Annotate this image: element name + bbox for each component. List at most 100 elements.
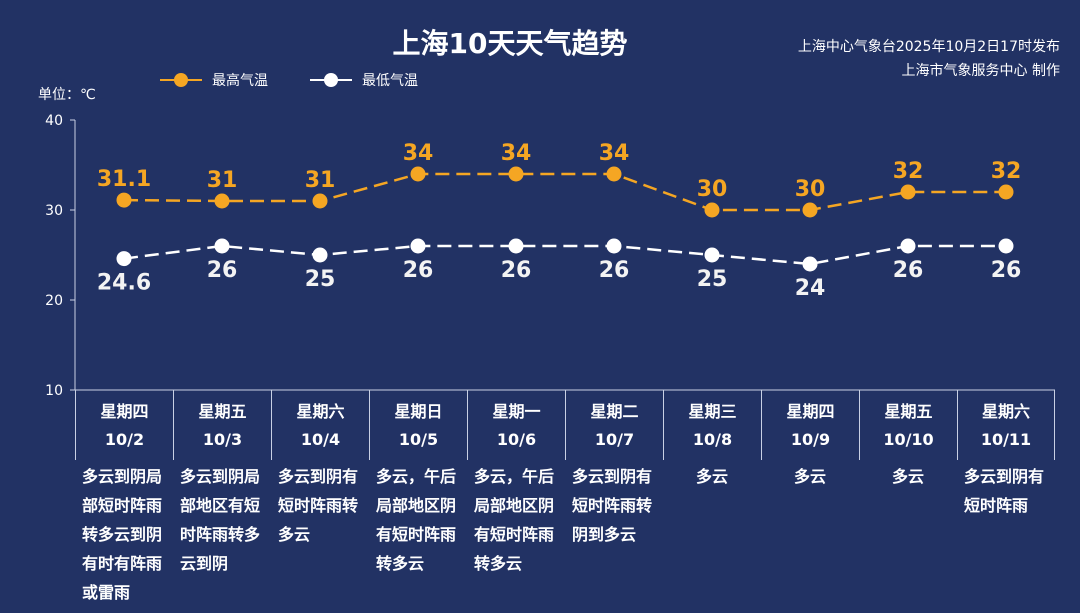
weather-description: 多云	[761, 462, 859, 491]
weather-text: 多云	[891, 467, 924, 486]
data-label-high: 31.1	[97, 167, 151, 192]
data-point-low	[998, 238, 1014, 254]
date: 10/8	[692, 430, 733, 449]
weather-description: 多云	[663, 462, 761, 491]
day-header: 星期五 10/10	[860, 390, 957, 460]
day-column: 星期六 10/11	[957, 390, 1055, 460]
data-point-low	[900, 238, 916, 254]
weather-text: 多云到阴局部地区有短时阵雨转多云到阴	[180, 467, 261, 573]
day-header: 星期六 10/4	[272, 390, 369, 460]
day-column: 星期日 10/5	[369, 390, 467, 460]
data-point-high	[606, 166, 622, 182]
data-point-low	[214, 238, 230, 254]
weather-text: 多云到阴有短时阵雨转多云	[278, 467, 359, 544]
data-label-low: 26	[991, 258, 1022, 283]
day-header: 星期四 10/2	[76, 390, 173, 460]
data-label-high: 34	[501, 141, 532, 166]
data-label-high: 32	[991, 159, 1022, 184]
data-label-high: 34	[403, 141, 434, 166]
data-label-high: 30	[795, 177, 826, 202]
weather-text: 多云，午后局部地区阴有短时阵雨转多云	[376, 467, 457, 573]
y-tick-label: 30	[45, 203, 63, 219]
weather-text: 多云到阴局部短时阵雨转多云到阴有时有阵雨或雷雨	[82, 467, 163, 602]
data-point-low	[802, 256, 818, 272]
date: 10/3	[202, 430, 243, 449]
data-label-low: 25	[697, 267, 728, 292]
weather-description: 多云到阴局部地区有短时阵雨转多云到阴	[173, 462, 271, 578]
day-header: 星期四 10/9	[762, 390, 859, 460]
day-header: 星期二 10/7	[566, 390, 663, 460]
weather-description: 多云，午后局部地区阴有短时阵雨转多云	[369, 462, 467, 578]
data-point-low	[606, 238, 622, 254]
data-point-high	[900, 184, 916, 200]
day-column: 星期二 10/7	[565, 390, 663, 460]
date: 10/5	[398, 430, 439, 449]
data-label-high: 31	[207, 168, 238, 193]
weekday: 星期日	[394, 402, 443, 421]
data-point-high	[410, 166, 426, 182]
date: 10/10	[883, 430, 934, 449]
day-column: 星期三 10/8	[663, 390, 761, 460]
weekday: 星期五	[884, 402, 933, 421]
day-column: 星期四 10/9	[761, 390, 859, 460]
weekday: 星期三	[688, 402, 737, 421]
chart-title: 上海10天天气趋势	[392, 27, 628, 60]
day-column: 星期五 10/3	[173, 390, 271, 460]
day-columns: 星期四 10/2 星期五 10/3 星期六 10/4 星期日 10/5 星期一 10/6 星期二 10…	[75, 390, 1055, 460]
data-point-low	[116, 251, 132, 267]
legend-high: 最高气温	[160, 70, 268, 90]
data-point-high	[998, 184, 1014, 200]
maker-text: 上海市气象服务中心 制作	[901, 63, 1060, 79]
data-point-low	[508, 238, 524, 254]
weather-description: 多云，午后局部地区阴有短时阵雨转多云	[467, 462, 565, 578]
weather-description: 多云到阴有短时阵雨转阴到多云	[565, 462, 663, 549]
weekday: 星期六	[981, 402, 1030, 421]
publish-info: 上海中心气象台2025年10月2日17时发布 上海市气象服务中心 制作	[798, 35, 1060, 83]
data-label-low: 24.6	[97, 271, 151, 296]
data-point-high	[116, 192, 132, 208]
date: 10/9	[790, 430, 831, 449]
legend-low-label: 最低气温	[362, 73, 418, 89]
weekday: 星期六	[296, 402, 345, 421]
data-label-low: 26	[501, 258, 532, 283]
data-point-high	[508, 166, 524, 182]
data-label-high: 30	[697, 177, 728, 202]
day-header: 星期五 10/3	[174, 390, 271, 460]
weather-text: 多云	[695, 467, 728, 486]
weather-text: 多云	[793, 467, 826, 486]
data-label-low: 26	[403, 258, 434, 283]
weekday: 星期四	[786, 402, 835, 421]
date: 10/11	[980, 430, 1032, 449]
date: 10/2	[104, 430, 145, 449]
day-column: 星期四 10/2	[75, 390, 173, 460]
weather-description: 多云到阴局部短时阵雨转多云到阴有时有阵雨或雷雨	[75, 462, 173, 607]
data-label-low: 25	[305, 267, 336, 292]
y-tick-label: 10	[45, 383, 63, 399]
y-tick-label: 40	[45, 113, 63, 129]
unit-label: 单位：℃	[38, 87, 96, 103]
publish-text: 上海中心气象台2025年10月2日17时发布	[797, 39, 1060, 55]
weather-description: 多云到阴有短时阵雨转多云	[271, 462, 369, 549]
day-column: 星期五 10/10	[859, 390, 957, 460]
day-column: 星期六 10/4	[271, 390, 369, 460]
date: 10/4	[300, 430, 341, 449]
data-label-high: 34	[599, 141, 630, 166]
legend-high-marker	[160, 73, 202, 87]
data-point-low	[410, 238, 426, 254]
weather-text: 多云到阴有短时阵雨	[964, 467, 1045, 515]
weekday: 星期一	[492, 402, 541, 421]
data-point-high	[704, 202, 720, 218]
weekday: 星期五	[198, 402, 247, 421]
series-line-low	[123, 244, 1006, 266]
data-point-high	[802, 202, 818, 218]
weather-description: 多云	[859, 462, 957, 491]
data-label-low: 24	[795, 276, 826, 301]
weekday: 星期四	[100, 402, 149, 421]
data-point-high	[312, 193, 328, 209]
y-tick-label: 20	[45, 293, 63, 309]
date: 10/6	[496, 430, 537, 449]
day-header: 星期三 10/8	[664, 390, 761, 460]
data-point-high	[214, 193, 230, 209]
data-label-low: 26	[207, 258, 238, 283]
